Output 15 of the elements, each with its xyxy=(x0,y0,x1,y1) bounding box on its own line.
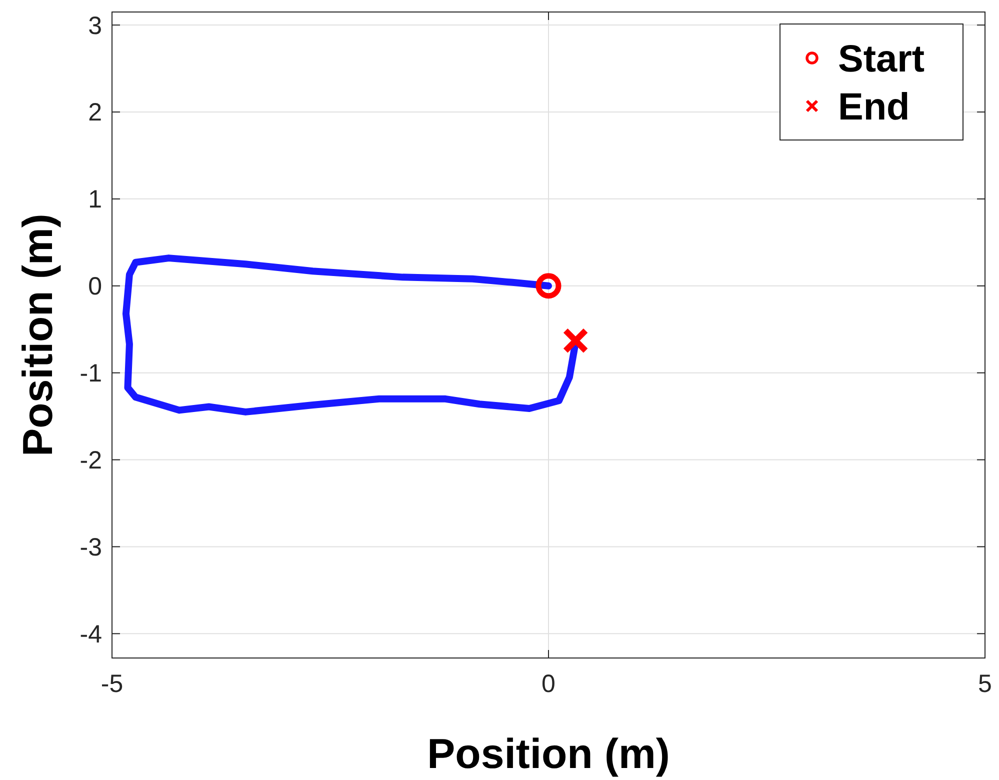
legend-label: Start xyxy=(838,38,925,80)
x-tick-label: 5 xyxy=(978,670,992,698)
y-tick-label: -1 xyxy=(80,360,102,388)
legend-label: End xyxy=(838,86,910,128)
y-tick-label: -4 xyxy=(80,620,102,648)
y-tick-label: 3 xyxy=(88,12,102,40)
y-tick-label: 0 xyxy=(88,272,102,301)
x-axis-title: Position (m) xyxy=(427,730,670,777)
x-tick-label: -5 xyxy=(100,670,124,698)
x-tick-label: 0 xyxy=(542,670,556,698)
y-tick-label: 2 xyxy=(88,98,102,127)
y-tick-label: -3 xyxy=(80,533,102,562)
y-axis-title: Position (m) xyxy=(14,214,61,456)
y-tick-label: -2 xyxy=(80,446,102,475)
y-tick-label: 1 xyxy=(88,186,102,214)
